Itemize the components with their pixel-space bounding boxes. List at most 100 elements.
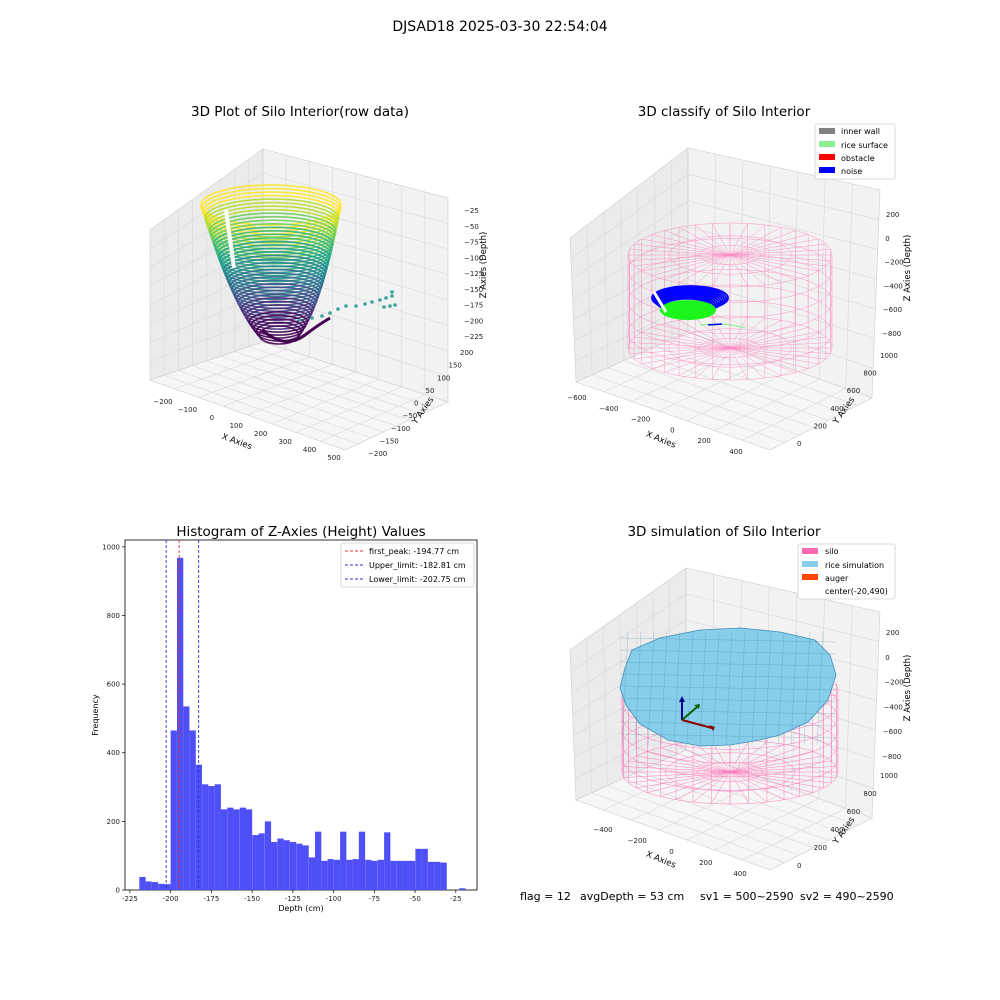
- gridline: [637, 186, 641, 354]
- hist-ylabel: Frequency: [91, 694, 100, 736]
- gridline: [686, 788, 793, 841]
- rice-mesh: [619, 673, 837, 679]
- silo-spoke: [664, 347, 731, 373]
- status-avg-depth: avgDepth = 53 cm: [580, 890, 684, 903]
- gridline: [262, 269, 449, 326]
- hist-bar: [346, 859, 353, 890]
- hist-bar: [258, 833, 265, 890]
- legend-swatch-silo: [802, 548, 818, 554]
- hist-xlabel: Depth (cm): [278, 904, 323, 913]
- silo-spoke: [729, 347, 748, 380]
- axis-tick-label: 200: [699, 859, 712, 867]
- panel1-ticks: −200 −100 0 100 200 300 400 500 −200 −150 −100 −50 0…: [153, 207, 483, 462]
- axis-tick-label: −200: [631, 416, 650, 424]
- gridline: [296, 386, 402, 433]
- silo-spoke: [729, 254, 782, 283]
- gridline: [247, 371, 356, 416]
- legend-swatch-noise: [819, 167, 835, 173]
- panel2-title: 3D classify of Silo Interior: [638, 104, 811, 120]
- gridline: [686, 369, 794, 422]
- silo-spoke: [651, 234, 731, 256]
- rice-mesh: [673, 631, 681, 746]
- gridline: [220, 355, 410, 421]
- hist-ytick-label: 200: [107, 818, 120, 826]
- panel4-title: 3D simulation of Silo Interior: [627, 524, 821, 540]
- hist-bar: [371, 860, 378, 890]
- hist-bar: [384, 832, 391, 890]
- axis-tick-label: 100: [437, 374, 450, 382]
- raw-point: [390, 290, 394, 294]
- gridline: [570, 174, 689, 259]
- rice-mesh: [764, 631, 772, 746]
- axis-tick-label: 0: [210, 414, 214, 422]
- silo-spoke: [634, 347, 731, 360]
- gridline: [570, 593, 687, 672]
- rice-mesh: [712, 631, 720, 746]
- axis-tick-label: −25: [464, 207, 479, 215]
- legend-label-upper-limit: Upper_limit: -182.81 cm: [369, 561, 466, 570]
- axis-tick-label: 1000: [880, 352, 898, 360]
- axis-tick-label: 0: [885, 235, 889, 243]
- hist-bar: [358, 831, 366, 890]
- gridline: [687, 226, 877, 280]
- hist-bar: [289, 841, 297, 890]
- silo-spoke: [651, 327, 731, 349]
- hist-bar: [183, 706, 190, 890]
- silo-spoke: [629, 347, 731, 354]
- hist-bar: [302, 845, 309, 890]
- silo-spoke: [729, 751, 813, 773]
- gridline: [714, 378, 820, 431]
- silo-spoke: [729, 243, 826, 256]
- legend-swatch-rice-surface: [819, 141, 835, 147]
- bowl-contour: [211, 222, 335, 259]
- axis-tick-label: −100: [178, 406, 197, 414]
- gridline: [639, 353, 829, 421]
- silo-spoke: [678, 227, 731, 256]
- legend-swatch-auger: [802, 574, 818, 580]
- rice-mesh: [777, 631, 785, 746]
- gridline: [742, 808, 846, 861]
- rice-outline: [619, 627, 837, 747]
- bowl-contour: [229, 272, 323, 301]
- axis-tick-label: 400: [303, 446, 316, 454]
- axis-tick-label: 200: [814, 422, 827, 430]
- hist-bar: [415, 848, 422, 890]
- axis-tick-label: −200: [153, 398, 172, 406]
- hist-bars: [139, 557, 466, 890]
- rice-mesh: [725, 631, 733, 746]
- hist-ytick-label: 0: [116, 887, 120, 895]
- gridline: [653, 173, 657, 347]
- bowl-contour: [218, 244, 330, 277]
- legend-swatch-inner-wall: [819, 128, 835, 134]
- gridline: [573, 252, 689, 321]
- panel1-title: 3D Plot of Silo Interior(row data): [191, 104, 409, 120]
- hist-bar: [377, 859, 385, 890]
- silo-spoke: [729, 323, 796, 349]
- raw-point: [354, 304, 358, 308]
- silo-ring: [627, 300, 833, 365]
- gridline: [591, 792, 785, 863]
- raw-point: [298, 318, 302, 322]
- hist-xtick-label: -100: [326, 895, 342, 903]
- gridline: [602, 626, 608, 786]
- raw-point: [320, 314, 324, 318]
- silo-spoke: [729, 331, 819, 349]
- legend-label-center: center(-20,490): [825, 587, 888, 596]
- silo-spoke: [729, 238, 819, 256]
- silo-spoke: [729, 747, 800, 773]
- silo-spoke: [729, 254, 831, 261]
- figure-suptitle: DJSAD18 2025-03-30 22:54:04: [392, 19, 607, 35]
- silo-spoke: [634, 243, 731, 256]
- silo-spoke: [651, 254, 731, 276]
- hist-bar: [164, 884, 171, 890]
- hist-bar: [158, 883, 165, 890]
- axis-tick-label: 800: [863, 370, 876, 378]
- silo-spoke: [694, 347, 731, 379]
- legend-label-noise: noise: [841, 167, 862, 176]
- silo-spoke: [712, 347, 731, 380]
- rice-mesh: [621, 631, 629, 746]
- hist-xtick-label: -75: [369, 895, 380, 903]
- silo-spoke: [641, 331, 731, 349]
- gridline: [819, 177, 826, 380]
- hist-bar: [227, 807, 234, 890]
